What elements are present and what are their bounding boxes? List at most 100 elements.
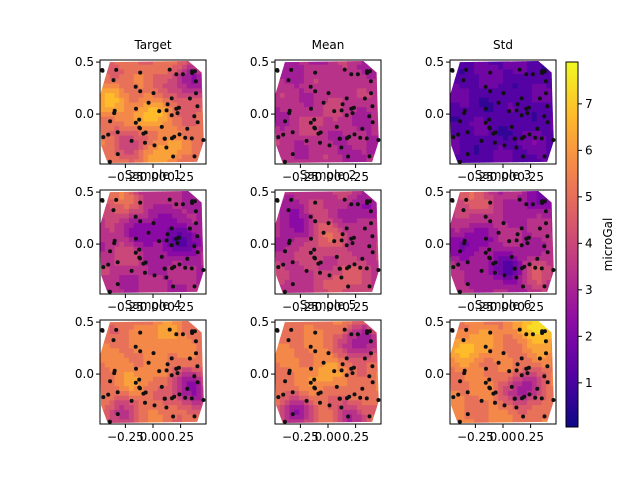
contour-cell xyxy=(488,409,494,416)
contour-cell xyxy=(284,237,291,243)
contour-cell xyxy=(313,237,319,243)
contour-cell xyxy=(275,246,281,253)
contour-cell xyxy=(483,372,490,378)
contour-cell xyxy=(371,126,377,132)
contour-cell xyxy=(371,386,377,392)
subplot-1: 0.50.0−0.250.00 0.25 xyxy=(75,55,207,184)
contour-cell xyxy=(294,145,300,151)
x-tick-label: −0.25 xyxy=(282,170,319,184)
contour-cell xyxy=(531,223,538,229)
station-point xyxy=(174,332,179,337)
contour-cell xyxy=(352,414,358,420)
contour-cell xyxy=(303,390,310,397)
contour-cell xyxy=(328,419,334,423)
contour-cell xyxy=(531,61,538,66)
station-point xyxy=(458,119,463,124)
contour-cell xyxy=(371,74,377,80)
contour-cell xyxy=(104,405,111,411)
contour-cell xyxy=(124,135,130,141)
station-point xyxy=(107,289,112,294)
contour-cell xyxy=(474,284,480,290)
contour-cell xyxy=(289,194,295,201)
contour-cell xyxy=(328,321,334,326)
contour-cell xyxy=(507,130,514,137)
contour-cell xyxy=(138,93,144,99)
contour-cell xyxy=(517,400,523,406)
contour-cell xyxy=(459,61,466,66)
contour-cell xyxy=(157,135,164,141)
contour-cell xyxy=(328,400,334,406)
contour-cell xyxy=(318,83,324,89)
contour-cell xyxy=(498,69,504,75)
contour-cell xyxy=(361,419,368,423)
contour-cell xyxy=(536,69,543,75)
contour-cell xyxy=(527,334,533,340)
contour-cell xyxy=(522,93,528,99)
contour-cell xyxy=(308,409,315,416)
contour-cell xyxy=(124,251,130,257)
contour-cell xyxy=(104,223,111,229)
contour-cell xyxy=(488,324,494,331)
contour-cell xyxy=(114,405,120,411)
station-point xyxy=(362,356,367,361)
contour-cell xyxy=(517,149,523,156)
contour-cell xyxy=(279,275,286,281)
contour-cell xyxy=(459,381,466,387)
contour-cell xyxy=(541,140,547,146)
contour-cell xyxy=(474,270,480,276)
contour-cell xyxy=(328,367,334,373)
contour-cell xyxy=(483,279,490,286)
station-point xyxy=(187,226,192,231)
contour-cell xyxy=(318,204,324,210)
contour-cell xyxy=(143,78,149,85)
contour-cell xyxy=(133,97,140,104)
contour-cell xyxy=(332,242,339,248)
contour-cell xyxy=(284,232,291,238)
contour-cell xyxy=(356,353,363,359)
contour-cell xyxy=(181,74,188,80)
station-point xyxy=(358,135,363,140)
contour-cell xyxy=(507,126,514,132)
contour-cell xyxy=(279,334,286,340)
contour-cell xyxy=(303,367,310,373)
contour-cell xyxy=(279,64,286,71)
contour-cell xyxy=(536,121,543,127)
contour-cell xyxy=(503,348,509,354)
contour-cell xyxy=(356,414,363,420)
contour-cell xyxy=(371,107,377,113)
contour-cell xyxy=(450,362,456,368)
contour-cell xyxy=(454,121,461,127)
x-tick-label: 0.25 xyxy=(517,300,544,314)
contour-cell xyxy=(181,372,188,378)
contour-cell xyxy=(181,218,188,224)
contour-cell xyxy=(148,237,154,243)
contour-cell xyxy=(284,334,291,340)
contour-cell xyxy=(517,121,523,127)
contour-cell xyxy=(450,140,456,146)
contour-cell xyxy=(464,199,470,205)
contour-cell xyxy=(143,135,149,141)
contour-cell xyxy=(128,329,135,335)
contour-cell xyxy=(284,83,291,89)
contour-cell xyxy=(536,218,543,224)
contour-cell xyxy=(328,208,334,215)
contour-cell xyxy=(512,409,519,416)
contour-cell xyxy=(148,246,154,253)
contour-cell xyxy=(124,362,130,368)
contour-cell xyxy=(181,409,188,416)
contour-cell xyxy=(536,102,543,108)
station-point xyxy=(370,104,375,109)
contour-cell xyxy=(119,213,125,219)
contour-cell xyxy=(148,334,154,340)
contour-cell xyxy=(177,400,183,406)
contour-cell xyxy=(337,199,344,205)
contour-cell xyxy=(488,265,494,271)
contour-cell xyxy=(143,357,149,364)
contour-cell xyxy=(124,93,130,99)
contour-cell xyxy=(483,116,490,123)
contour-cell xyxy=(507,204,514,210)
contour-cell xyxy=(133,357,140,364)
contour-cell xyxy=(342,409,348,416)
contour-cell xyxy=(196,251,202,257)
contour-cell xyxy=(279,395,286,401)
